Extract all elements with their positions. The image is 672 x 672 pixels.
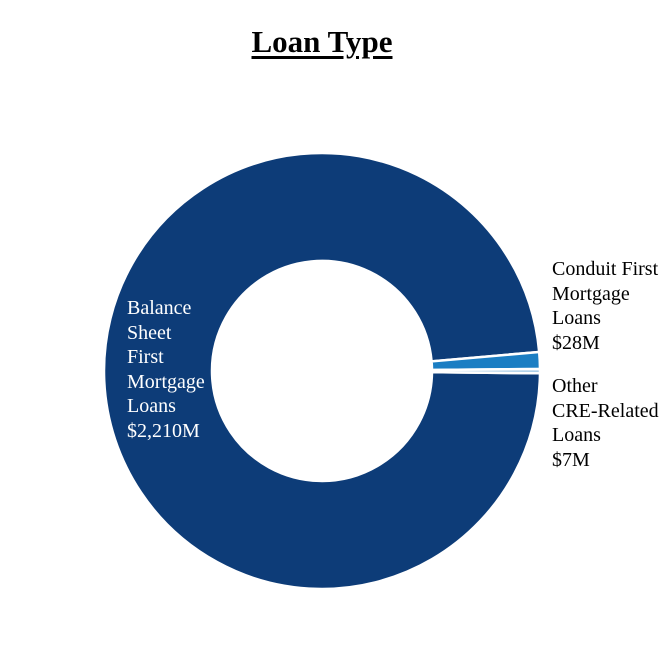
chart-title: Loan Type — [251, 24, 393, 59]
segment-label-other-cre-related-loans: Other CRE-Related Loans $7M — [552, 375, 659, 471]
donut-segment-balance-sheet-first-mortgage-loans — [102, 151, 542, 591]
segment-label-conduit-first-mortgage-loans: Conduit First Mortgage Loans $28M — [552, 258, 659, 354]
donut-segment-other-cre-related-loans — [430, 367, 542, 375]
segment-label-balance-sheet-first-mortgage-loans: Balance Sheet First Mortgage Loans $2,21… — [127, 297, 205, 442]
